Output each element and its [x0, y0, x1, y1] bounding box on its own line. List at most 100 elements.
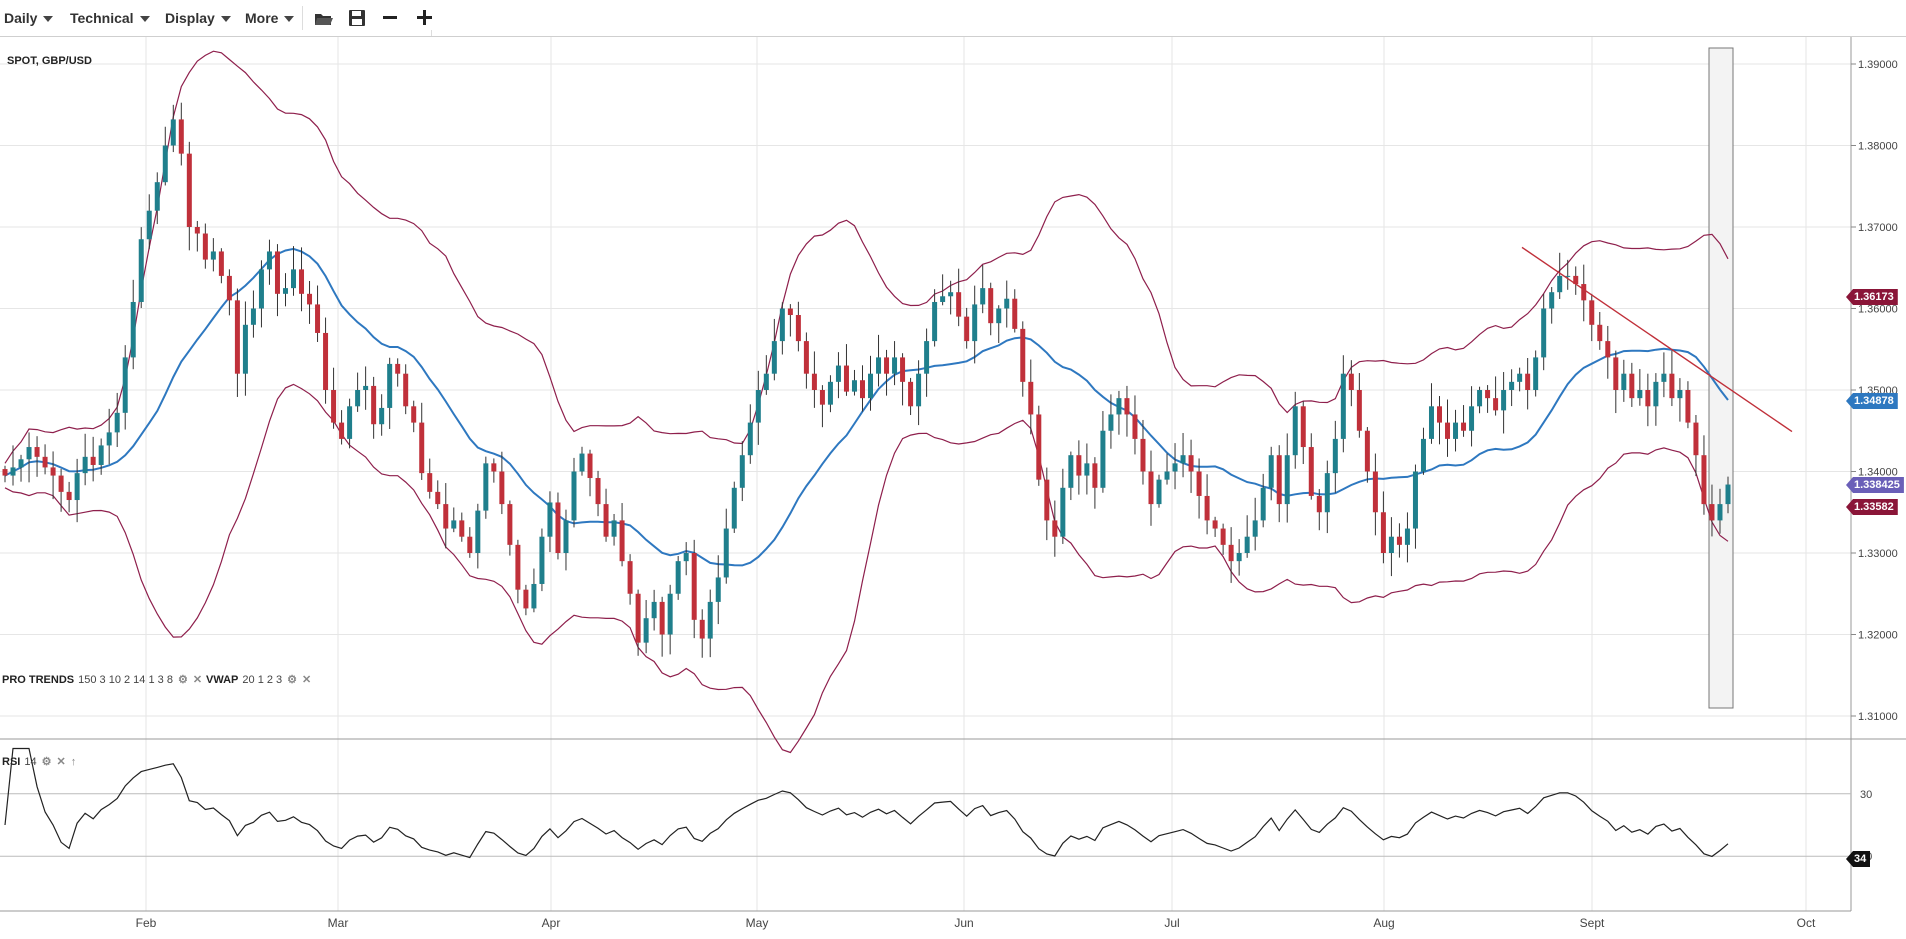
candle-up	[475, 510, 481, 553]
arrow-up-icon[interactable]: ↑	[70, 756, 77, 768]
candle-down	[331, 390, 337, 423]
candle-down	[1445, 422, 1451, 439]
candle-down	[299, 269, 305, 294]
candle-down	[1493, 398, 1499, 411]
candle-down	[603, 504, 609, 537]
candle-up	[980, 288, 986, 305]
candles[interactable]	[2, 102, 1731, 658]
close-icon[interactable]: ✕	[302, 674, 312, 686]
candle-up	[996, 308, 1002, 324]
y-tick-label: 1.38000	[1858, 141, 1898, 153]
candle-down	[956, 292, 962, 317]
candle-down	[194, 227, 200, 234]
candle-up	[347, 406, 353, 439]
candle-up	[1164, 471, 1170, 480]
candle-down	[323, 332, 329, 390]
candle-up	[291, 269, 297, 289]
candle-up	[1252, 520, 1258, 537]
candle-down	[1645, 390, 1651, 407]
candle-down	[307, 293, 313, 305]
candle-up	[715, 577, 721, 602]
candle-up	[162, 145, 168, 183]
candle-down	[1701, 455, 1707, 505]
more-menu[interactable]: More	[245, 9, 295, 27]
candle-down	[523, 589, 529, 609]
y-tick-label: 1.34000	[1858, 467, 1898, 479]
folder-open-icon[interactable]	[310, 5, 336, 31]
indicator-name: VWAP	[206, 674, 239, 686]
candle-up	[1453, 422, 1459, 439]
candle-down	[819, 390, 825, 405]
trendline	[1521, 246, 1793, 433]
candle-down	[58, 475, 64, 492]
candle-down	[988, 288, 994, 324]
candle-up	[683, 553, 689, 562]
candle-up	[851, 380, 857, 392]
candle-up	[563, 520, 569, 553]
candle-up	[483, 463, 489, 511]
candle-up	[1404, 528, 1410, 545]
more-label: More	[245, 10, 279, 26]
candle-down	[34, 447, 40, 457]
candle-down	[1316, 495, 1322, 513]
candle-up	[747, 422, 753, 456]
zoom-out-icon[interactable]	[377, 5, 403, 31]
gear-icon[interactable]: ⚙	[41, 756, 52, 768]
candle-up	[579, 453, 585, 472]
period-dropdown[interactable]: Daily	[4, 9, 54, 27]
overlays	[1521, 246, 1793, 433]
candle-up	[675, 561, 681, 594]
zoom-in-icon[interactable]	[411, 5, 437, 31]
candle-up	[531, 583, 537, 609]
candle-down	[186, 153, 192, 227]
chevron-down-icon	[284, 16, 295, 23]
candle-up	[1621, 373, 1627, 390]
rsi-name: RSI	[2, 756, 21, 768]
display-menu[interactable]: Display	[165, 9, 231, 27]
gear-icon[interactable]: ⚙	[177, 674, 188, 686]
candle-up	[250, 308, 256, 325]
candle-down	[1589, 300, 1595, 325]
candle-down	[403, 373, 409, 407]
candle-down	[411, 406, 417, 423]
candle-down	[1581, 284, 1587, 301]
x-tick-label: May	[746, 916, 769, 930]
candle-up	[138, 239, 144, 302]
technical-menu[interactable]: Technical	[70, 9, 150, 27]
candle-up	[154, 182, 160, 211]
y-tick-label: 1.33000	[1858, 548, 1898, 560]
gear-icon[interactable]: ⚙	[287, 674, 298, 686]
candle-up	[651, 601, 657, 619]
candle-up	[1661, 373, 1667, 382]
candle-up	[835, 365, 841, 382]
candle-down	[1605, 341, 1611, 358]
candle-down	[218, 251, 224, 276]
candle-up	[1717, 504, 1723, 521]
lower-band-badge: 1.33582	[1846, 499, 1898, 515]
candle-up	[547, 502, 553, 537]
candle-up	[1260, 487, 1266, 521]
close-icon[interactable]: ✕	[192, 674, 203, 686]
candle-down	[1028, 381, 1034, 415]
candle-down	[515, 544, 521, 590]
rsi-value-badge: 34	[1846, 851, 1871, 867]
candle-up	[892, 357, 898, 374]
candle-up	[114, 412, 120, 433]
candle-down	[587, 453, 593, 479]
save-icon[interactable]	[344, 5, 370, 31]
moving-average-line	[4, 247, 1729, 567]
candle-up	[611, 520, 617, 537]
close-icon[interactable]: ✕	[56, 756, 66, 768]
candle-down	[1380, 512, 1386, 553]
candle-up	[82, 456, 88, 474]
candle-up	[1725, 484, 1731, 505]
candle-down	[555, 502, 561, 553]
candle-up	[451, 520, 457, 529]
candle-up	[1557, 275, 1563, 293]
candle-up	[667, 593, 673, 635]
candle-down	[1124, 398, 1130, 415]
chart-area[interactable]: 1.390001.380001.370001.360001.350001.340…	[0, 37, 1906, 939]
candle-up	[1653, 381, 1659, 407]
y-tick-label: 1.31000	[1858, 711, 1898, 723]
y-tick-label: 1.37000	[1858, 222, 1898, 234]
